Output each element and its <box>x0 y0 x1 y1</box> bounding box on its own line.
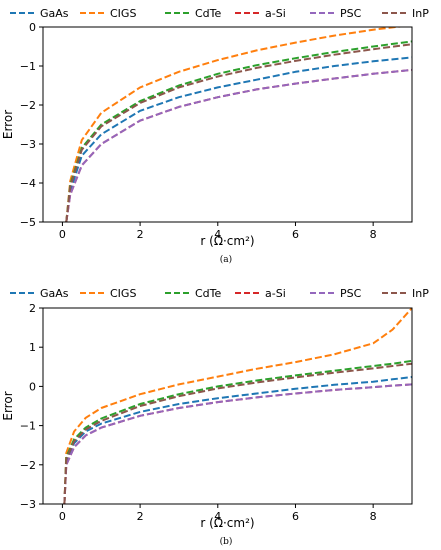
y-tick-label: −3 <box>20 498 36 511</box>
x-tick-label: 0 <box>59 510 66 523</box>
series-lines <box>65 27 412 222</box>
legend-item: CdTe <box>165 287 222 300</box>
legend-label: InP <box>412 287 429 300</box>
x-axis: 0 2 4 6 8 <box>59 504 377 523</box>
x-axis: 0 2 4 6 8 <box>59 222 377 241</box>
legend-item: InP <box>382 7 429 20</box>
legend-label: GaAs <box>40 7 69 20</box>
plot-frame <box>42 307 413 505</box>
x-tick-label: 4 <box>214 228 221 241</box>
legend-item: GaAs <box>10 7 69 20</box>
legend-label: PSC <box>340 287 362 300</box>
y-axis-label: Error <box>1 110 15 139</box>
legend-item: InP <box>382 287 429 300</box>
series-line-inp <box>65 43 412 222</box>
legend-label: CIGS <box>110 7 136 20</box>
y-axis: 2 1 0 −1 −2 −3 <box>20 302 43 511</box>
y-axis-label: Error <box>1 391 15 420</box>
x-axis-label: r (Ω·cm²) <box>200 234 254 248</box>
series-line-cdte <box>65 40 412 222</box>
x-axis-label: r (Ω·cm²) <box>200 516 254 530</box>
legend-item: CdTe <box>165 7 222 20</box>
series-line-cigs <box>65 27 405 222</box>
legend-item: GaAs <box>10 287 69 300</box>
series-line-cigs <box>63 308 412 504</box>
series-line-gaas <box>65 56 412 222</box>
y-tick-label: −2 <box>20 459 36 472</box>
x-tick-label: 2 <box>137 510 144 523</box>
legend-label: CdTe <box>195 287 222 300</box>
legend: GaAs CIGS CdTe a-Si PSC InP <box>10 7 429 20</box>
legend-item: PSC <box>310 7 362 20</box>
legend-item: CIGS <box>80 7 136 20</box>
legend-item: PSC <box>310 287 362 300</box>
legend-item: a-Si <box>235 7 286 20</box>
x-tick-label: 8 <box>370 228 377 241</box>
panel-caption: (a) <box>220 254 232 265</box>
legend-item: CIGS <box>80 287 136 300</box>
series-lines <box>63 308 412 504</box>
legend-label: a-Si <box>265 287 286 300</box>
x-tick-label: 0 <box>59 228 66 241</box>
x-tick-label: 6 <box>292 510 299 523</box>
legend-label: GaAs <box>40 287 69 300</box>
y-axis: 0 −1 −2 −3 −4 −5 <box>20 21 43 229</box>
series-line-inp <box>63 362 412 504</box>
y-tick-label: −5 <box>20 216 36 229</box>
x-tick-label: 8 <box>370 510 377 523</box>
x-tick-label: 4 <box>214 510 221 523</box>
y-tick-label: −4 <box>20 177 36 190</box>
legend: GaAs CIGS CdTe a-Si PSC InP <box>10 287 429 300</box>
y-tick-label: −1 <box>20 60 36 73</box>
x-tick-label: 6 <box>292 228 299 241</box>
legend-item: a-Si <box>235 287 286 300</box>
plot-frame <box>42 26 413 223</box>
chart-panel-b: GaAs CIGS CdTe a-Si PSC InP 0 2 4 6 8 2 1 0 −1 −2 −3 r (Ω… <box>1 287 429 547</box>
x-tick-label: 2 <box>137 228 144 241</box>
panel-caption: (b) <box>220 536 233 547</box>
y-tick-label: 0 <box>29 380 36 393</box>
y-tick-label: −1 <box>20 420 36 433</box>
series-line-gaas <box>63 376 412 504</box>
series-line-psc <box>63 383 412 504</box>
y-tick-label: −3 <box>20 138 36 151</box>
series-line-cdte <box>63 359 412 504</box>
chart-panel-a: GaAs CIGS CdTe a-Si PSC InP 0 2 4 6 8 0 −1 −2 −3 −4 −5 r … <box>1 7 429 265</box>
y-tick-label: 2 <box>29 302 36 315</box>
y-tick-label: −2 <box>20 99 36 112</box>
y-tick-label: 0 <box>29 21 36 34</box>
y-tick-label: 1 <box>29 341 36 354</box>
legend-label: a-Si <box>265 7 286 20</box>
legend-label: CIGS <box>110 287 136 300</box>
series-line-psc <box>65 68 412 222</box>
legend-label: PSC <box>340 7 362 20</box>
legend-label: InP <box>412 7 429 20</box>
legend-label: CdTe <box>195 7 222 20</box>
